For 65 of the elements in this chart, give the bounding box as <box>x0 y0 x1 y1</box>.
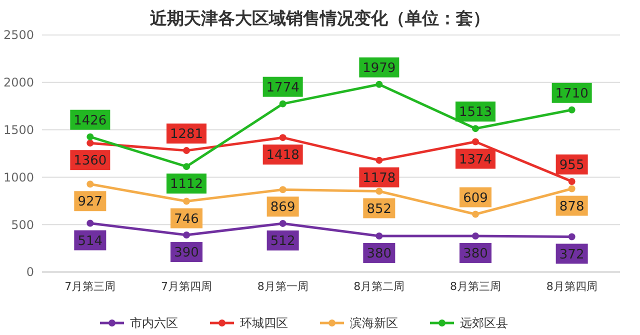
data-label: 878 <box>559 199 584 214</box>
data-label: 1360 <box>74 154 107 169</box>
y-tick-label: 500 <box>11 218 34 232</box>
point <box>279 134 286 142</box>
point <box>376 188 383 195</box>
point <box>279 100 286 108</box>
point <box>183 163 190 170</box>
data-label: 512 <box>270 234 296 250</box>
data-label: 1418 <box>266 148 300 164</box>
x-tick-label: 7月第四周 <box>161 280 212 293</box>
point <box>183 147 190 154</box>
point <box>376 156 383 164</box>
data-label: 1281 <box>170 127 204 142</box>
data-label: 380 <box>366 246 392 262</box>
x-tick-label: 8月第一周 <box>257 280 308 293</box>
data-label: 746 <box>174 212 199 227</box>
point <box>568 233 576 240</box>
point <box>568 178 576 185</box>
x-tick-label: 8月第四周 <box>546 280 598 293</box>
data-label: 1513 <box>458 105 492 120</box>
point <box>472 125 479 132</box>
legend-label: 市内六区 <box>130 316 178 330</box>
data-label: 1426 <box>74 113 107 128</box>
point <box>86 133 94 140</box>
data-label: 852 <box>366 202 392 217</box>
data-label: 1979 <box>362 60 396 76</box>
point <box>472 232 479 240</box>
data-label: 869 <box>270 200 296 216</box>
point <box>279 220 286 227</box>
point <box>86 220 94 227</box>
data-label: 1374 <box>458 152 492 168</box>
point <box>376 232 383 240</box>
point <box>376 80 383 88</box>
data-label: 372 <box>559 247 584 262</box>
y-tick-label: 2500 <box>3 28 34 42</box>
point <box>568 106 576 114</box>
y-tick-label: 0 <box>26 265 34 280</box>
data-label: 1112 <box>170 177 204 192</box>
point <box>86 140 94 147</box>
data-label: 955 <box>559 158 584 174</box>
data-label: 514 <box>78 234 103 249</box>
point <box>279 186 286 194</box>
data-label: 1774 <box>266 80 300 96</box>
data-label: 927 <box>78 194 103 210</box>
point <box>183 198 190 205</box>
legend-label: 远郊区县 <box>460 316 508 330</box>
data-label: 390 <box>174 246 199 261</box>
y-tick-label: 1500 <box>3 123 34 137</box>
point <box>86 180 94 188</box>
x-tick-label: 8月第二周 <box>354 280 405 293</box>
data-label: 609 <box>463 190 488 206</box>
data-label: 1710 <box>555 86 588 102</box>
x-tick-label: 7月第三周 <box>64 280 116 293</box>
data-label: 1178 <box>362 170 396 186</box>
point <box>472 210 479 218</box>
legend-label: 环城四区 <box>240 316 288 330</box>
point <box>183 232 190 239</box>
y-tick-label: 1000 <box>3 170 34 184</box>
x-tick-label: 8月第三周 <box>450 280 501 293</box>
y-tick-label: 2000 <box>3 76 34 90</box>
point <box>568 185 576 192</box>
data-label: 380 <box>463 246 488 262</box>
point <box>472 138 479 146</box>
chart-title: 近期天津各大区域销售情况变化（单位：套） <box>149 9 490 29</box>
legend-label: 滨海新区 <box>350 316 398 330</box>
